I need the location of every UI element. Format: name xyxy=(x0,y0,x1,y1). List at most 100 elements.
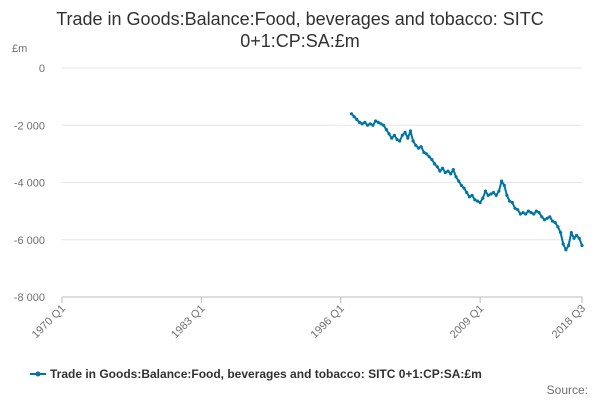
data-point[interactable] xyxy=(403,130,407,134)
data-point[interactable] xyxy=(433,162,437,166)
data-point[interactable] xyxy=(580,243,584,248)
data-point[interactable] xyxy=(465,190,469,195)
y-tick-label: -8 000 xyxy=(14,292,45,304)
data-point[interactable] xyxy=(518,212,523,216)
data-point[interactable] xyxy=(411,139,415,143)
legend-item-label[interactable]: Trade in Goods:Balance:Food, beverages a… xyxy=(50,367,482,381)
data-point[interactable] xyxy=(374,119,378,123)
data-point[interactable] xyxy=(577,236,581,240)
data-point[interactable] xyxy=(368,122,372,126)
data-point[interactable] xyxy=(430,158,434,162)
data-point[interactable] xyxy=(416,146,421,150)
data-point[interactable] xyxy=(534,209,539,213)
data-point[interactable] xyxy=(564,248,568,252)
x-tick-label: 1996 Q1 xyxy=(309,303,347,341)
data-point[interactable] xyxy=(550,219,555,223)
data-point[interactable] xyxy=(510,200,514,205)
data-point[interactable] xyxy=(572,236,576,240)
data-point[interactable] xyxy=(569,231,573,235)
data-point[interactable] xyxy=(408,129,413,133)
data-point[interactable] xyxy=(435,165,439,169)
data-point[interactable] xyxy=(438,169,442,173)
data-point[interactable] xyxy=(491,190,496,195)
data-point[interactable] xyxy=(545,216,549,220)
data-point[interactable] xyxy=(366,123,370,127)
data-point[interactable] xyxy=(379,122,383,126)
data-point[interactable] xyxy=(414,143,418,147)
data-point[interactable] xyxy=(497,189,501,193)
data-point[interactable] xyxy=(371,123,375,127)
source-label: Source: xyxy=(547,383,588,397)
data-point[interactable] xyxy=(382,123,386,127)
data-point[interactable] xyxy=(513,206,517,210)
data-point[interactable] xyxy=(384,127,388,132)
data-point[interactable] xyxy=(443,170,447,175)
y-ticks: 0 -2 000 -4 000 -6 000 -8 000 xyxy=(14,63,45,304)
data-point[interactable] xyxy=(441,166,445,170)
data-point[interactable] xyxy=(516,208,520,212)
data-point[interactable] xyxy=(537,211,541,215)
data-point[interactable] xyxy=(449,172,453,176)
data-point[interactable] xyxy=(559,231,563,235)
data-point[interactable] xyxy=(457,179,461,183)
chart-title: Trade in Goods:Balance:Food, beverages a… xyxy=(0,8,600,52)
data-point[interactable] xyxy=(357,120,362,124)
data-point[interactable] xyxy=(352,115,356,119)
data-point[interactable] xyxy=(406,136,410,140)
data-point[interactable] xyxy=(556,225,560,229)
data-point[interactable] xyxy=(575,233,579,238)
data-point[interactable] xyxy=(392,133,396,137)
data-point[interactable] xyxy=(489,192,493,196)
data-point[interactable] xyxy=(390,136,394,140)
y-tick-label: -2 000 xyxy=(14,120,45,132)
data-point[interactable] xyxy=(470,193,474,197)
data-point[interactable] xyxy=(561,242,565,246)
data-point[interactable] xyxy=(454,175,458,179)
data-point[interactable] xyxy=(526,209,531,213)
data-point[interactable] xyxy=(486,193,490,197)
data-point[interactable] xyxy=(395,138,399,142)
data-point[interactable] xyxy=(500,179,504,183)
data-point[interactable] xyxy=(478,200,482,205)
data-point[interactable] xyxy=(446,169,450,173)
data-point[interactable] xyxy=(502,183,506,187)
data-point[interactable] xyxy=(483,189,488,193)
data-point[interactable] xyxy=(524,212,528,216)
data-point[interactable] xyxy=(508,199,512,203)
data-point[interactable] xyxy=(467,195,471,199)
data-point[interactable] xyxy=(360,122,364,126)
x-axis: 1970 Q1 1983 Q1 1996 Q1 2009 Q1 2018 Q3 xyxy=(30,297,588,341)
data-point[interactable] xyxy=(459,183,463,187)
data-point[interactable] xyxy=(481,196,485,200)
data-point[interactable] xyxy=(567,243,571,248)
data-point[interactable] xyxy=(398,139,402,143)
data-point[interactable] xyxy=(548,215,552,219)
data-point[interactable] xyxy=(419,145,423,149)
data-point[interactable] xyxy=(462,186,466,190)
data-point[interactable] xyxy=(355,117,359,122)
data-point[interactable] xyxy=(475,199,480,203)
y-tick-label: 0 xyxy=(39,63,45,75)
data-point[interactable] xyxy=(422,150,426,154)
data-point[interactable] xyxy=(529,211,533,215)
x-tick-label: 2018 Q3 xyxy=(550,303,588,341)
chart-title-line2: 0+1:CP:SA:£m xyxy=(240,31,360,51)
data-point[interactable] xyxy=(505,193,509,197)
data-point[interactable] xyxy=(451,168,455,172)
data-point[interactable] xyxy=(540,215,544,219)
data-point[interactable] xyxy=(494,193,498,197)
legend-swatch-marker xyxy=(35,371,41,377)
data-point[interactable] xyxy=(363,120,367,124)
data-point[interactable] xyxy=(427,155,431,159)
data-point[interactable] xyxy=(532,212,536,216)
data-point[interactable] xyxy=(473,198,477,202)
data-point[interactable] xyxy=(400,133,404,137)
data-point[interactable] xyxy=(553,221,557,225)
data-point[interactable] xyxy=(521,211,525,215)
data-point[interactable] xyxy=(424,152,429,156)
series-group xyxy=(349,112,584,252)
data-point[interactable] xyxy=(349,112,354,116)
data-point[interactable] xyxy=(387,132,391,136)
data-point[interactable] xyxy=(376,120,380,124)
data-point[interactable] xyxy=(542,218,547,222)
